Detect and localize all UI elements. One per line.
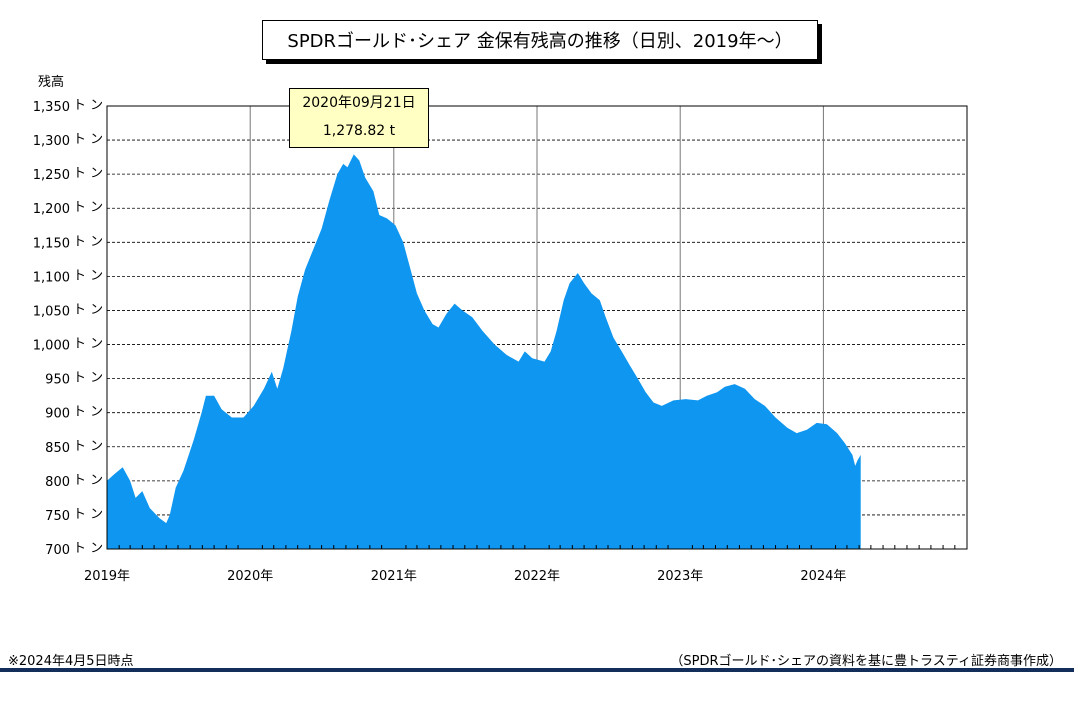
x-tick-label: 2023年 <box>657 569 703 584</box>
y-tick-label: 1,000 <box>33 339 70 354</box>
y-tick-label: 700 <box>45 543 70 558</box>
y-tick-label: 1,150 <box>33 236 70 251</box>
y-tick-unit: ト ン <box>73 234 103 249</box>
y-tick-label: 800 <box>45 475 70 490</box>
y-tick-label: 1,200 <box>33 202 70 217</box>
x-tick-label: 2019年 <box>84 569 130 584</box>
x-tick-label: 2022年 <box>514 569 560 584</box>
y-tick-unit: ト ン <box>73 166 103 181</box>
tooltip-date: 2020年09月21日 <box>302 95 416 111</box>
x-tick-label: 2021年 <box>371 569 417 584</box>
footnote-source: （SPDRゴールド･シェアの資料を基に豊トラスティ証券商事作成） <box>670 654 1062 669</box>
tooltip-value: 1,278.82 t <box>322 123 396 139</box>
y-tick-unit: ト ン <box>73 507 103 522</box>
y-tick-unit: ト ン <box>73 268 103 283</box>
data-tooltip: 2020年09月21日 1,278.82 t <box>289 88 429 148</box>
y-tick-label: 1,100 <box>33 270 70 285</box>
y-tick-label: 950 <box>45 373 70 388</box>
y-tick-label: 1,050 <box>33 304 70 319</box>
y-tick-unit: ト ン <box>73 405 103 420</box>
y-axis-title: 残高 <box>38 74 64 90</box>
chart-title: SPDRゴールド･シェア 金保有残高の推移（日別、2019年～） <box>262 20 818 60</box>
y-tick-label: 750 <box>45 509 70 524</box>
y-tick-unit: ト ン <box>73 98 103 113</box>
y-tick-unit: ト ン <box>73 132 103 147</box>
y-tick-label: 1,250 <box>33 168 70 183</box>
y-tick-unit: ト ン <box>73 473 103 488</box>
series-layer <box>107 154 861 549</box>
y-tick-unit: ト ン <box>73 439 103 454</box>
y-tick-label: 1,300 <box>33 134 70 149</box>
y-tick-label: 1,350 <box>33 100 70 115</box>
footnote-date: ※2024年4月5日時点 <box>8 654 134 669</box>
footer-rule <box>0 668 1074 672</box>
x-tick-label: 2020年 <box>227 569 273 584</box>
y-tick-unit: ト ン <box>73 200 103 215</box>
holdings-area <box>107 154 861 549</box>
y-tick-label: 850 <box>45 441 70 456</box>
x-tick-label: 2024年 <box>800 569 846 584</box>
y-tick-unit: ト ン <box>73 337 103 352</box>
plot-frame <box>106 105 968 550</box>
y-tick-unit: ト ン <box>73 541 103 556</box>
y-tick-unit: ト ン <box>73 371 103 386</box>
y-tick-label: 900 <box>45 407 70 422</box>
y-tick-unit: ト ン <box>73 302 103 317</box>
